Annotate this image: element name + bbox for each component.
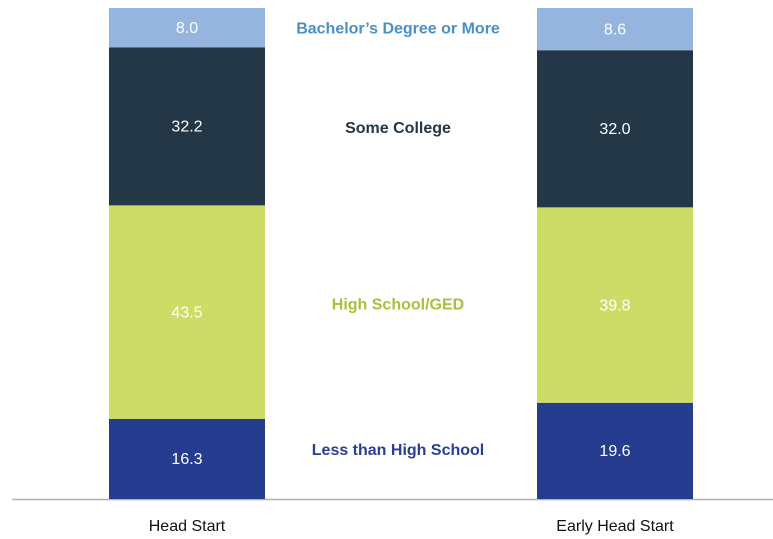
legend-label: Bachelor’s Degree or More — [296, 20, 500, 37]
legend-label: Some College — [345, 120, 451, 137]
bar-segment — [537, 207, 693, 403]
bar-segment — [537, 402, 693, 499]
value-label: 19.6 — [599, 443, 630, 460]
x-tick-label: Early Head Start — [556, 518, 674, 535]
legend-label: High School/GED — [332, 296, 464, 313]
value-label: 8.0 — [176, 20, 198, 37]
value-label: 8.6 — [604, 21, 626, 38]
bar-segment — [109, 205, 265, 419]
bar-segment — [537, 8, 693, 51]
bar-segment — [537, 50, 693, 208]
value-label: 43.5 — [171, 304, 202, 321]
value-label: 32.0 — [599, 121, 630, 138]
x-tick-label: Head Start — [149, 518, 226, 535]
value-label: 32.2 — [171, 119, 202, 136]
bar-segment — [109, 418, 265, 499]
value-label: 39.8 — [599, 297, 630, 314]
bar-segment — [109, 47, 265, 206]
bar-segment — [109, 8, 265, 48]
legend-label: Less than High School — [312, 442, 484, 459]
value-label: 16.3 — [171, 451, 202, 468]
